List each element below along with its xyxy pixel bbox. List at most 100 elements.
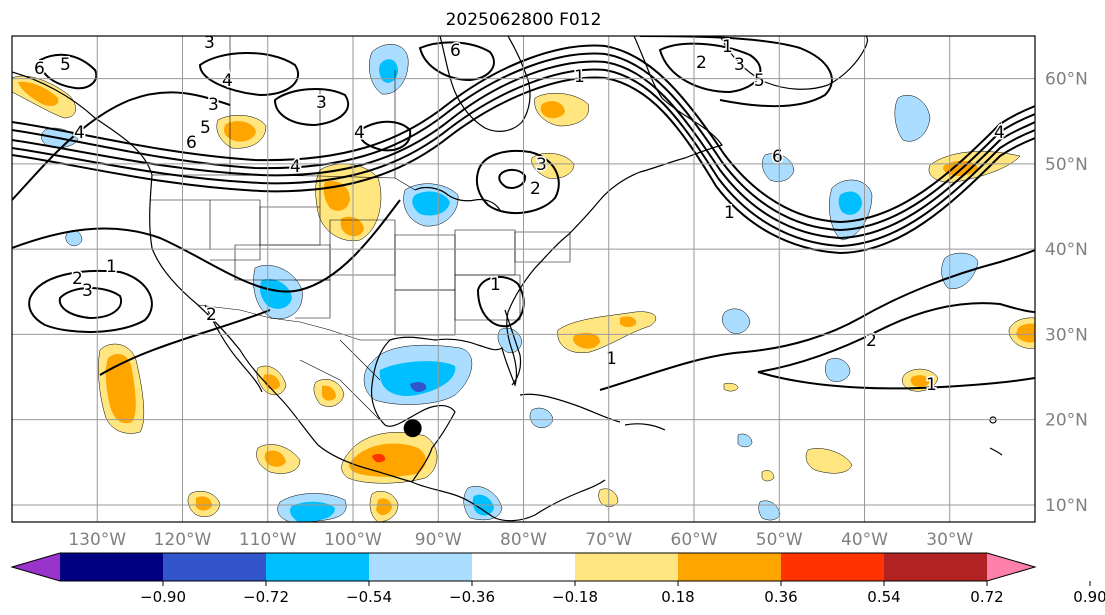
contour-line-atlantic-south-3: [757, 371, 1035, 390]
border-state-4: [394, 234, 456, 291]
border-state-8: [454, 274, 521, 321]
border-state-1: [259, 206, 321, 246]
lon-tick-label: 90°W: [415, 530, 462, 550]
shade-positive-atlantic-east-core: [1016, 323, 1035, 343]
shade-positive-atlantic-mid-core: [910, 375, 930, 387]
contour-low-canada: [475, 149, 560, 215]
contour-north-west-big: [12, 91, 231, 201]
lon-tick-label: 70°W: [585, 530, 632, 550]
contour-label: 3: [734, 55, 745, 75]
shade-negative-gulf-core: [379, 361, 456, 397]
shade-negative-atlantic-1-core: [838, 191, 862, 215]
contour-line-jet-5: [12, 44, 1035, 224]
shade-negative-north-core: [379, 59, 398, 83]
shade-negative-pacific-small: [65, 230, 83, 247]
border-us-mexico: [197, 304, 390, 341]
shade-negative-yucatan: [529, 407, 554, 428]
lon-tick-label: 30°W: [926, 530, 973, 550]
latitude-tick-labels: 10°N 20°N 30°N 40°N 50°N 60°N: [1045, 70, 1088, 516]
contour-line-subtropical: [99, 309, 271, 376]
coastline-central-america: [411, 479, 606, 522]
contour-label: 1: [490, 275, 501, 295]
shade-positive-pacific-mid-core: [264, 450, 286, 467]
contour-label: 6: [34, 59, 45, 79]
colorbar-tick-label: 0.90: [1073, 588, 1105, 606]
shade-positive-mexico-west-core: [322, 385, 336, 401]
shade-negative-atlantic-3: [941, 252, 979, 290]
contour-label: 2: [696, 53, 707, 73]
shade-positive-canada-west-core: [224, 121, 256, 142]
shade-positive-small-1: [723, 382, 739, 392]
shade-negative-caribbean: [737, 433, 753, 448]
contour-label: 5: [754, 71, 765, 91]
contour-label: 2: [530, 179, 541, 199]
lon-tick-label: 100°W: [324, 530, 382, 550]
contour-label: 1: [606, 349, 617, 369]
contour-label: 1: [926, 375, 937, 395]
contour-labels-layer: 3 4 3 5 6 5 6 4 4 3 4 6 1 2 1 3 5 6 1 3 …: [33, 32, 1007, 397]
lon-tick-label: 80°W: [500, 530, 547, 550]
contour-label: 6: [450, 41, 461, 61]
shade-positive-plains-core-2: [340, 216, 364, 237]
contour-label: 2: [206, 305, 217, 325]
coastline-great-lakes: [414, 186, 501, 211]
lat-tick-label: 40°N: [1045, 240, 1088, 260]
shade-positive-central-pacific-core: [376, 498, 392, 516]
shade-positive-bermuda: [557, 311, 657, 354]
colorbar-tick-label: −0.90: [140, 588, 186, 606]
colorbar-segment: [472, 553, 576, 581]
contour-label: 2: [72, 269, 83, 289]
contour-label: 2: [866, 331, 877, 351]
lon-tick-label: 50°W: [756, 530, 803, 550]
contour-label: 6: [186, 133, 197, 153]
border-state-6: [514, 231, 571, 263]
contour-label: 4: [222, 71, 233, 91]
contour-label: 4: [290, 157, 301, 177]
border-mexico-states: [299, 339, 381, 421]
map-title: 2025062800 F012: [445, 10, 602, 30]
contour-label: 1: [106, 257, 117, 277]
shade-positive-atlantic-south: [805, 448, 853, 474]
contour-low-east-coast: [476, 275, 525, 328]
shade-negative-atlantic-2: [894, 94, 931, 142]
contour-north-center: [418, 41, 495, 82]
contour-label: 3: [316, 93, 327, 113]
contour-north-mid: [358, 120, 412, 152]
contour-label: 4: [74, 123, 85, 143]
contour-line-atlantic-south: [599, 249, 1035, 391]
colorbar-tick-label: 0.54: [867, 588, 900, 606]
contour-line-jet-1: [12, 60, 1035, 240]
contour-north-west-2: [273, 88, 350, 127]
contour-line-atlantic-south-2: [757, 302, 1035, 373]
colorbar-outline: [10, 552, 1037, 582]
colorbar-tick-label: −0.54: [346, 588, 392, 606]
lat-tick-label: 10°N: [1045, 496, 1088, 516]
shade-positive-bermuda-core: [573, 332, 600, 349]
colorbar-tick-label: 0.72: [970, 588, 1003, 606]
coastline-cuba: [519, 393, 621, 423]
coastline-west-north-america: [12, 71, 413, 483]
lon-tick-label: 60°W: [671, 530, 718, 550]
map-frame: [11, 35, 1036, 523]
contour-line-ridge: [12, 199, 401, 293]
colorbar-segment: [884, 553, 988, 581]
border-state-10: [210, 199, 261, 261]
shade-negative-atlantic-5: [762, 153, 795, 182]
colorbar-segment: [575, 553, 679, 581]
shade-positive-alaska-core: [18, 81, 59, 106]
shade-positive-quebec-core: [540, 101, 565, 119]
coastline-hispaniola: [624, 423, 666, 431]
colorbar-segment: [163, 553, 267, 581]
coastline-baja: [204, 304, 263, 393]
colorbar-extend-low: [12, 553, 60, 581]
contour-layer: [12, 36, 1035, 391]
longitude-tick-labels: 130°W 120°W 110°W 100°W 90°W 80°W 70°W 60°W 50°W…: [68, 530, 973, 550]
shade-positive-mexico-peak: [372, 453, 386, 463]
contour-label: 1: [574, 67, 585, 87]
colorbar-segment: [266, 553, 370, 581]
shaded-anomaly-layer: [12, 44, 1035, 522]
lat-tick-label: 30°N: [1045, 325, 1088, 345]
lon-tick-label: 120°W: [154, 530, 212, 550]
colorbar-segment: [60, 553, 164, 581]
shade-negative-atlantic-4: [722, 308, 751, 334]
